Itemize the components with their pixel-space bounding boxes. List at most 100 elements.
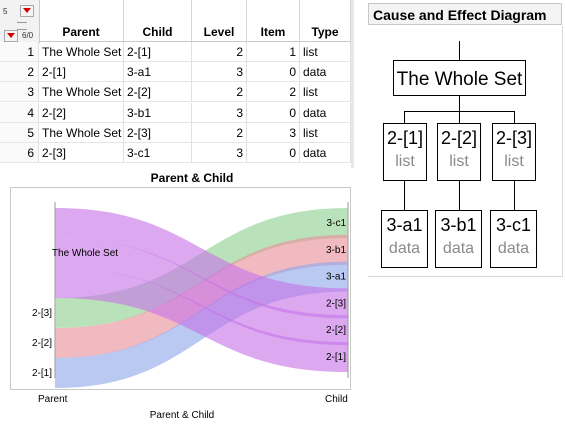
table-row[interactable]: 5 The Whole Set 2-[3] 2 3 list: [0, 122, 354, 143]
node-type: list: [449, 153, 469, 170]
table-row[interactable]: 3 The Whole Set 2-[2] 2 2 list: [0, 82, 354, 103]
table-row[interactable]: 6 2-[3] 3-c1 3 0 data: [0, 143, 354, 163]
cell-child[interactable]: 2-[2]: [124, 82, 192, 103]
column-header-item[interactable]: Item: [247, 0, 300, 42]
node-label: 3-c1: [495, 215, 531, 235]
row-number[interactable]: 4: [0, 102, 39, 123]
cause-effect-diagram: The Whole Set 2-[1] list 2-[2] list 2-[3…: [368, 26, 563, 277]
cell-type[interactable]: list: [300, 82, 351, 103]
leaf-node[interactable]: 3-c1 data: [490, 210, 537, 268]
leaf-node[interactable]: 3-a1 data: [381, 210, 428, 268]
cell-child[interactable]: 3-c1: [124, 143, 192, 163]
child-category-label: 3-b1: [326, 245, 346, 256]
child-category-label: 2-[2]: [326, 325, 346, 336]
node-type: data: [497, 240, 530, 257]
child-category-label: 2-[3]: [326, 298, 346, 309]
cell-parent[interactable]: The Whole Set: [39, 122, 124, 143]
cell-child[interactable]: 2-[3]: [124, 122, 192, 143]
parent-category-label: 2-[2]: [32, 338, 52, 349]
cell-item[interactable]: 1: [247, 42, 300, 62]
cell-parent[interactable]: 2-[1]: [39, 62, 124, 83]
node-type: data: [388, 240, 421, 257]
parallel-plot: The Whole Set 2-[3] 2-[2] 2-[1] 3-c1 3-b1 3-a1…: [32, 202, 349, 388]
diagram-root-node[interactable]: The Whole Set: [393, 60, 526, 96]
cell-level[interactable]: 2: [192, 82, 247, 103]
child-category-label: 2-[1]: [326, 352, 346, 363]
table-scrollbar[interactable]: [351, 0, 354, 168]
cell-type[interactable]: list: [300, 122, 351, 143]
data-table: 5 6/0 Parent Child Level Item Type 1 The …: [0, 0, 354, 168]
parent-category-label: The Whole Set: [52, 248, 118, 259]
connector: [459, 41, 460, 60]
connector: [459, 111, 460, 123]
branch-node[interactable]: 2-[1] list: [383, 123, 427, 181]
rows-count: 5: [3, 7, 8, 16]
table-row[interactable]: 4 2-[2] 3-b1 3 0 data: [0, 102, 354, 123]
connector: [514, 111, 515, 123]
node-label: 2-[3]: [495, 128, 533, 148]
diagram-title[interactable]: Cause and Effect Diagram: [368, 3, 562, 25]
flow-band[interactable]: [55, 268, 348, 372]
cell-item[interactable]: 2: [247, 82, 300, 103]
child-category-label: 3-a1: [326, 272, 346, 283]
cell-child[interactable]: 2-[1]: [124, 42, 192, 62]
cell-type[interactable]: list: [300, 42, 351, 62]
parent-axis-label: Parent: [38, 394, 68, 405]
column-header-type[interactable]: Type: [300, 0, 351, 42]
cell-type[interactable]: data: [300, 102, 351, 123]
parent-category-label: 2-[3]: [32, 308, 52, 319]
row-number[interactable]: 6: [0, 143, 39, 163]
flow-band[interactable]: [55, 238, 348, 346]
cell-item[interactable]: 0: [247, 143, 300, 163]
cell-item[interactable]: 3: [247, 122, 300, 143]
cell-level[interactable]: 3: [192, 102, 247, 123]
cell-item[interactable]: 0: [247, 62, 300, 83]
table-row[interactable]: 1 The Whole Set 2-[1] 2 1 list: [0, 42, 354, 62]
child-category-label: 3-c1: [327, 218, 347, 229]
node-type: data: [442, 240, 475, 257]
cell-child[interactable]: 3-a1: [124, 62, 192, 83]
column-header-parent[interactable]: Parent: [39, 0, 124, 42]
row-number[interactable]: 2: [0, 62, 39, 83]
cell-level[interactable]: 2: [192, 122, 247, 143]
node-label: 2-[1]: [386, 128, 424, 148]
plot-title: Parent & Child: [150, 171, 234, 185]
cell-level[interactable]: 2: [192, 42, 247, 62]
node-label: 3-a1: [386, 215, 423, 235]
cell-child[interactable]: 3-b1: [124, 102, 192, 123]
connector: [459, 95, 460, 111]
cell-parent[interactable]: 2-[3]: [39, 143, 124, 163]
connector: [404, 181, 405, 210]
rows-dropdown-icon[interactable]: [20, 5, 34, 17]
row-number[interactable]: 5: [0, 122, 39, 143]
branch-node[interactable]: 2-[2] list: [437, 123, 481, 181]
selection-count: 6/0: [22, 31, 34, 40]
child-axis-label: Child: [325, 394, 348, 405]
cell-parent[interactable]: The Whole Set: [39, 82, 124, 103]
column-header-child[interactable]: Child: [124, 0, 192, 42]
leaf-node[interactable]: 3-b1 data: [435, 210, 482, 268]
row-number[interactable]: 1: [0, 42, 39, 62]
flow-band[interactable]: [55, 208, 348, 319]
column-header-level[interactable]: Level: [192, 0, 247, 42]
branch-node[interactable]: 2-[3] list: [492, 123, 536, 181]
node-label: 2-[2]: [440, 128, 478, 148]
cell-parent[interactable]: The Whole Set: [39, 42, 124, 62]
node-type: list: [395, 153, 415, 170]
cell-type[interactable]: data: [300, 62, 351, 83]
row-number[interactable]: 3: [0, 82, 39, 103]
node-label: 3-b1: [440, 215, 477, 235]
table-row[interactable]: 2 2-[1] 3-a1 3 0 data: [0, 62, 354, 83]
columns-dropdown-icon[interactable]: [4, 30, 18, 42]
cell-level[interactable]: 3: [192, 62, 247, 83]
connector: [404, 111, 405, 123]
node-type: list: [504, 153, 524, 170]
cell-type[interactable]: data: [300, 143, 351, 163]
cell-item[interactable]: 0: [247, 102, 300, 123]
connector: [514, 181, 515, 210]
cell-level[interactable]: 3: [192, 143, 247, 163]
cell-parent[interactable]: 2-[2]: [39, 102, 124, 123]
table-corner[interactable]: 5 6/0: [0, 0, 40, 43]
parallel-plot-frame: The Whole Set 2-[3] 2-[2] 2-[1] 3-c1 3-b1 3-a1…: [10, 187, 351, 390]
parent-category-label: 2-[1]: [32, 368, 52, 379]
